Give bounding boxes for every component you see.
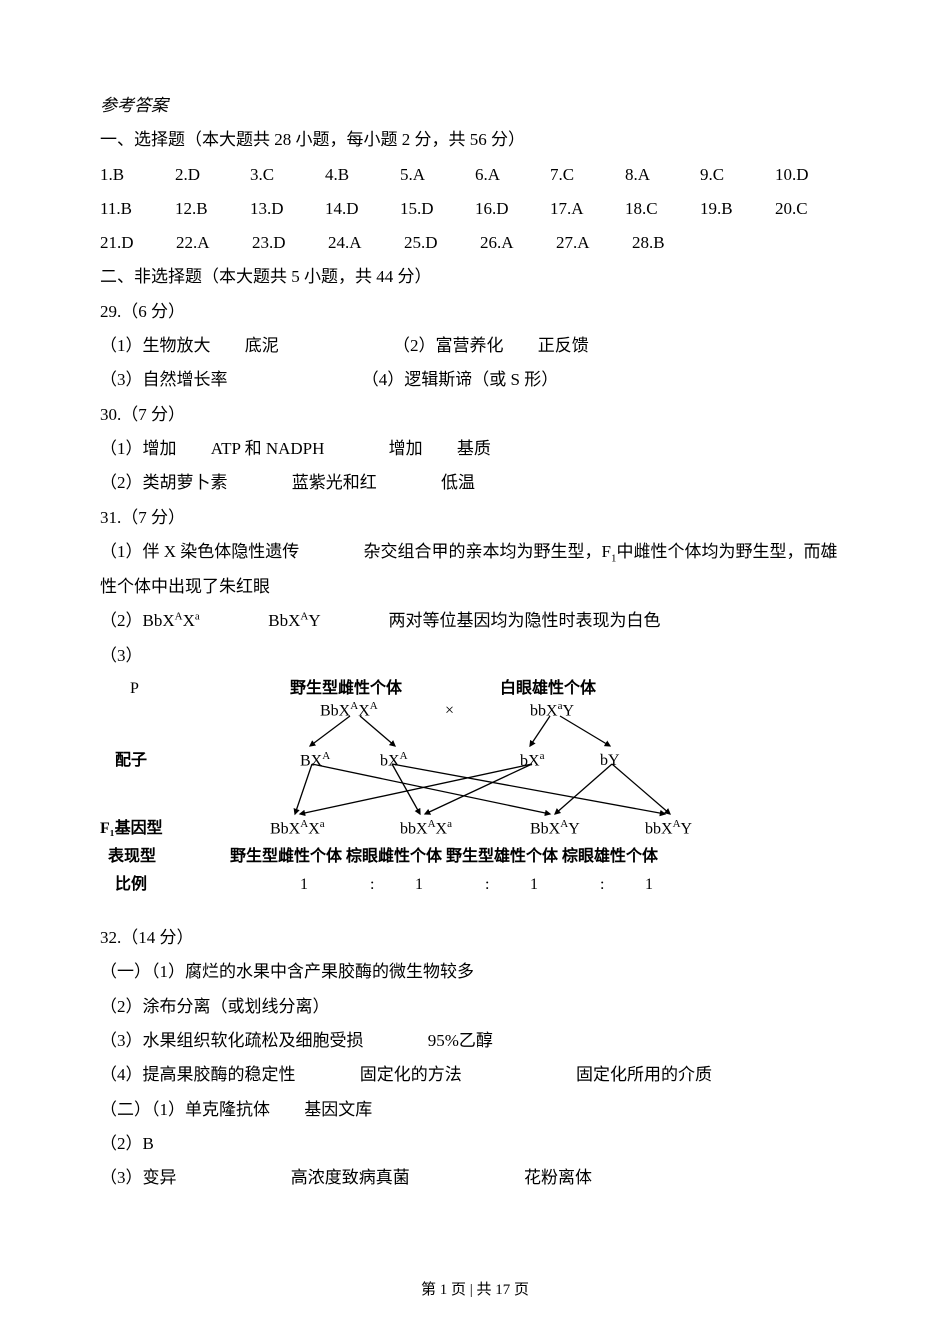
q31-3a-s2: a [195, 611, 200, 623]
q31-1b-post: 中雌性个体均为野生型，而雄 [617, 542, 838, 561]
q29-line1: （1）生物放大 底泥 （2）富营养化 正反馈 [100, 330, 850, 362]
mc-cell: 14.D [325, 193, 400, 225]
mc-cell: 26.A [480, 227, 556, 259]
mc-cell: 21.D [100, 227, 176, 259]
mc-cell: 19.B [700, 193, 775, 225]
mc-cell: 10.D [775, 159, 850, 191]
mc-cell: 20.C [775, 193, 850, 225]
q32-heading: 32.（14 分） [100, 922, 850, 954]
q32-l3: （3）水果组织软化疏松及细胞受损 95%乙醇 [100, 1025, 850, 1057]
q29-line2: （3）自然增长率 （4）逻辑斯谛（或 S 形） [100, 364, 850, 396]
q30-1a: （1）增加 [100, 439, 177, 458]
q30-1c: 增加 [389, 439, 423, 458]
q29-2a: （3）自然增长率 [100, 370, 228, 389]
mc-cell: 5.A [400, 159, 475, 191]
mc-cell: 27.A [556, 227, 632, 259]
q31-3a-s1: A [175, 611, 183, 623]
q32-l5a: （二）（1）单克隆抗体 [100, 1100, 270, 1119]
q30-2b: 蓝紫光和红 [292, 473, 377, 492]
mc-cell: 13.D [250, 193, 325, 225]
q29-1d: 正反馈 [538, 336, 589, 355]
mc-cell: 18.C [625, 193, 700, 225]
mc-cell: 28.B [632, 227, 708, 259]
mc-row-1: 1.B 2.D 3.C 4.B 5.A 6.A 7.C 8.A 9.C 10.D [100, 159, 850, 191]
q29-1c: （2）富营养化 [393, 336, 504, 355]
q30-1b: ATP 和 NADPH [211, 439, 325, 458]
mc-cell: 22.A [176, 227, 252, 259]
q30-line2: （2）类胡萝卜素 蓝紫光和红 低温 [100, 467, 850, 499]
section2-header: 二、非选择题（本大题共 5 小题，共 44 分） [100, 261, 850, 293]
mc-cell: 15.D [400, 193, 475, 225]
q32-l7a: （3）变异 [100, 1168, 177, 1187]
q32-l4b: 固定化的方法 [360, 1065, 462, 1084]
q32-l5: （二）（1）单克隆抗体 基因文库 [100, 1094, 850, 1126]
q30-2a: （2）类胡萝卜素 [100, 473, 228, 492]
mc-cell: 4.B [325, 159, 400, 191]
q31-3b-pre: BbX [268, 611, 300, 630]
mc-cell: 25.D [404, 227, 480, 259]
q31-3b-post: Y [308, 611, 320, 630]
q32-l7c: 花粉离体 [524, 1168, 592, 1187]
q30-line1: （1）增加 ATP 和 NADPH 增加 基质 [100, 433, 850, 465]
q31-line4: （3） [100, 640, 850, 672]
q32-l4: （4）提高果胶酶的稳定性 固定化的方法 固定化所用的介质 [100, 1059, 850, 1091]
mc-cell: 9.C [700, 159, 775, 191]
mc-cell: 6.A [475, 159, 550, 191]
q30-heading: 30.（7 分） [100, 399, 850, 431]
mc-cell: 16.D [475, 193, 550, 225]
q31-heading: 31.（7 分） [100, 502, 850, 534]
q32-l3a: （3）水果组织软化疏松及细胞受损 [100, 1031, 364, 1050]
mc-cell: 7.C [550, 159, 625, 191]
q32-l4a: （4）提高果胶酶的稳定性 [100, 1065, 296, 1084]
q31-1b-pre: 杂交组合甲的亲本均为野生型，F [364, 542, 611, 561]
mc-cell: 24.A [328, 227, 404, 259]
q32-l5b: 基因文库 [304, 1100, 372, 1119]
q32-l7b: 高浓度致病真菌 [291, 1168, 410, 1187]
punnett-diagram: P配子F₁基因型表现型比例野生型雌性个体BbXAXA×白眼雄性个体bbXaYBX… [100, 674, 740, 904]
q31-1a: （1）伴 X 染色体隐性遗传 [100, 542, 299, 561]
mc-cell: 1.B [100, 159, 175, 191]
q29-heading: 29.（6 分） [100, 296, 850, 328]
mc-cell: 3.C [250, 159, 325, 191]
q31-line2: 性个体中出现了朱红眼 [100, 571, 850, 603]
q32-l7: （3）变异 高浓度致病真菌 花粉离体 [100, 1162, 850, 1194]
q29-1a: （1）生物放大 [100, 336, 211, 355]
mc-cell: 12.B [175, 193, 250, 225]
q32-l1: （一）（1）腐烂的水果中含产果胶酶的微生物较多 [100, 956, 850, 988]
q32-l2: （2）涂布分离（或划线分离） [100, 991, 850, 1023]
mc-cell: 11.B [100, 193, 175, 225]
q31-3a-mid: X [183, 611, 195, 630]
mc-cell: 2.D [175, 159, 250, 191]
mc-cell: 17.A [550, 193, 625, 225]
q31-3c: 两对等位基因均为隐性时表现为白色 [388, 611, 660, 630]
q32-l4c: 固定化所用的介质 [576, 1065, 712, 1084]
mc-cell: 23.D [252, 227, 328, 259]
q30-2c: 低温 [441, 473, 475, 492]
q31-3a-pre: （2）BbX [100, 611, 175, 630]
q29-2b: （4）逻辑斯谛（或 S 形） [362, 370, 558, 389]
q32-l6: （2）B [100, 1128, 850, 1160]
mc-row-2: 11.B 12.B 13.D 14.D 15.D 16.D 17.A 18.C … [100, 193, 850, 225]
page-footer: 第 1 页 | 共 17 页 [0, 1276, 950, 1305]
reference-answers-title: 参考答案 [100, 90, 850, 122]
q29-1b: 底泥 [245, 336, 279, 355]
section1-header: 一、选择题（本大题共 28 小题，每小题 2 分，共 56 分） [100, 124, 850, 156]
q32-l3b: 95%乙醇 [428, 1031, 493, 1050]
q31-line1: （1）伴 X 染色体隐性遗传 杂交组合甲的亲本均为野生型，F1中雌性个体均为野生… [100, 536, 850, 569]
q31-line3: （2）BbXAXa BbXAY 两对等位基因均为隐性时表现为白色 [100, 605, 850, 637]
q30-1d: 基质 [457, 439, 491, 458]
mc-cell: 8.A [625, 159, 700, 191]
mc-row-3: 21.D 22.A 23.D 24.A 25.D 26.A 27.A 28.B [100, 227, 850, 259]
